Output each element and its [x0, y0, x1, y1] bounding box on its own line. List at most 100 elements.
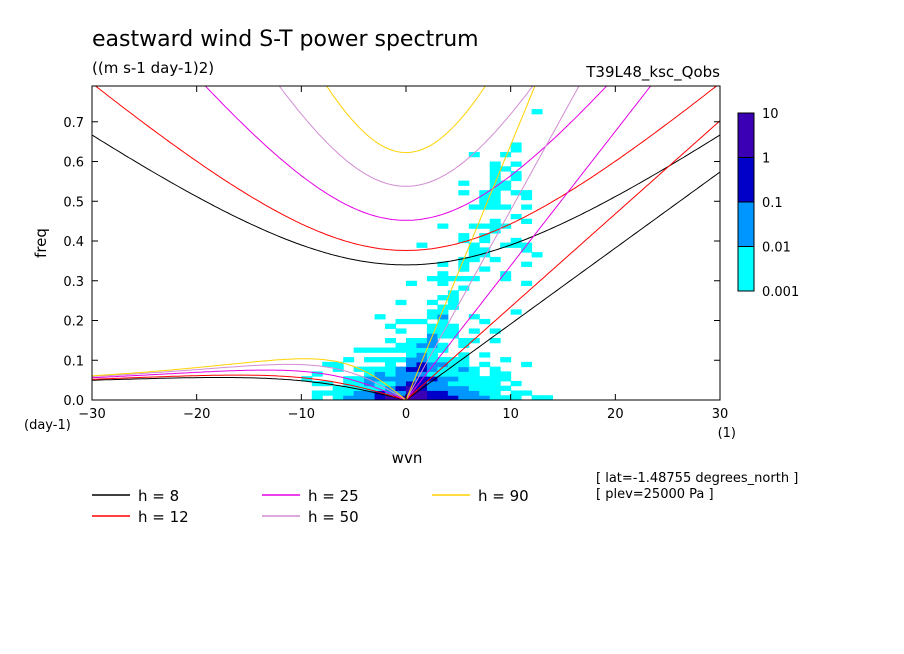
power-cell: [468, 337, 480, 344]
power-cell: [426, 347, 438, 353]
legend-label: h = 90: [478, 487, 529, 505]
power-cell: [343, 380, 355, 387]
power-cell: [447, 357, 459, 363]
power-cell: [500, 185, 512, 191]
power-cell: [353, 376, 365, 382]
power-cell: [395, 366, 407, 372]
x-tick-label: 20: [607, 407, 624, 422]
power-cell: [301, 376, 313, 382]
power-cell: [426, 380, 438, 387]
power-cell: [353, 390, 365, 396]
power-cell: [468, 242, 480, 248]
power-cell: [437, 376, 449, 382]
power-cell: [353, 366, 365, 372]
power-cell: [468, 390, 480, 396]
power-cell: [479, 380, 491, 387]
dispersion-curves: [92, 86, 720, 400]
power-cell: [468, 395, 480, 400]
power-cell: [385, 347, 397, 353]
y-tick-label: 0.5: [63, 195, 84, 210]
y-tick-label: 0.6: [63, 156, 84, 171]
power-cell: [447, 361, 459, 368]
kelvin-wave-curve: [405, 86, 652, 400]
power-cell: [437, 385, 449, 391]
power-cell: [395, 299, 407, 306]
inertia-gravity-curve: [204, 86, 608, 221]
power-cell: [353, 395, 365, 400]
power-cell: [364, 380, 376, 387]
power-cell: [447, 299, 459, 306]
kelvin-wave-curve: [405, 120, 720, 400]
power-cell: [426, 357, 438, 363]
power-cell: [500, 180, 512, 186]
power-cell: [426, 361, 438, 368]
power-cell: [395, 380, 407, 387]
power-cell: [458, 366, 470, 372]
power-cell: [426, 314, 438, 320]
power-cell: [479, 395, 491, 400]
power-cell: [385, 323, 397, 329]
power-cell: [343, 357, 355, 363]
power-cell: [510, 142, 522, 148]
power-cell: [353, 380, 365, 387]
power-cell: [311, 395, 323, 400]
power-cell: [437, 280, 449, 287]
power-cell: [521, 247, 533, 253]
power-cell: [479, 318, 491, 325]
power-cell: [437, 318, 449, 325]
power-cell: [406, 395, 417, 400]
power-cell: [489, 199, 501, 205]
power-cell: [479, 252, 491, 258]
power-cell: [479, 223, 491, 229]
power-cell: [437, 342, 449, 349]
power-cell: [426, 342, 438, 349]
power-cell: [458, 385, 470, 391]
power-cell: [500, 242, 512, 248]
power-cell: [447, 290, 459, 296]
power-cell: [353, 385, 365, 391]
power-cell: [311, 371, 323, 377]
power-cell: [437, 323, 449, 329]
plev-annotation: [ plev=25000 Pa ]: [596, 487, 714, 502]
x-axis-label: wvn: [392, 449, 423, 467]
x-tick-label: −10: [288, 407, 315, 422]
power-cell: [479, 352, 491, 358]
inertia-gravity-curve: [278, 86, 534, 187]
power-cell: [489, 194, 501, 201]
power-cell: [437, 380, 449, 387]
power-cell: [416, 390, 428, 396]
power-cell: [426, 371, 438, 377]
power-cell: [343, 390, 355, 396]
power-cell: [489, 395, 501, 400]
power-cell: [510, 390, 522, 396]
power-cell: [406, 357, 417, 363]
run-label: T39L48_ksc_Qobs: [585, 63, 720, 82]
power-cell: [447, 371, 459, 377]
power-cell: [406, 376, 417, 382]
power-cell: [458, 261, 470, 267]
y-tick-label: 0.2: [63, 315, 84, 330]
power-cell: [447, 395, 459, 400]
power-cell: [416, 352, 428, 358]
rossby-wave-curve: [92, 363, 407, 400]
y-tick-label: 0.4: [63, 235, 84, 250]
power-cell: [489, 218, 501, 225]
power-cell: [416, 366, 428, 372]
power-cell: [468, 223, 480, 229]
power-cell: [374, 390, 386, 396]
power-cell: [521, 361, 533, 368]
power-cell: [458, 352, 470, 358]
colorbar-label: 0.01: [762, 241, 791, 256]
power-cell: [458, 337, 470, 344]
power-cell: [395, 347, 407, 353]
power-cell: [437, 261, 449, 267]
power-cell: [437, 390, 449, 396]
power-cell: [489, 171, 501, 177]
power-cell: [500, 204, 512, 210]
power-cell: [479, 385, 491, 391]
power-cell: [510, 147, 522, 153]
power-cell: [406, 352, 417, 358]
power-cell: [489, 190, 501, 196]
x-unit-label: (1): [718, 426, 736, 441]
power-cell: [510, 237, 522, 244]
